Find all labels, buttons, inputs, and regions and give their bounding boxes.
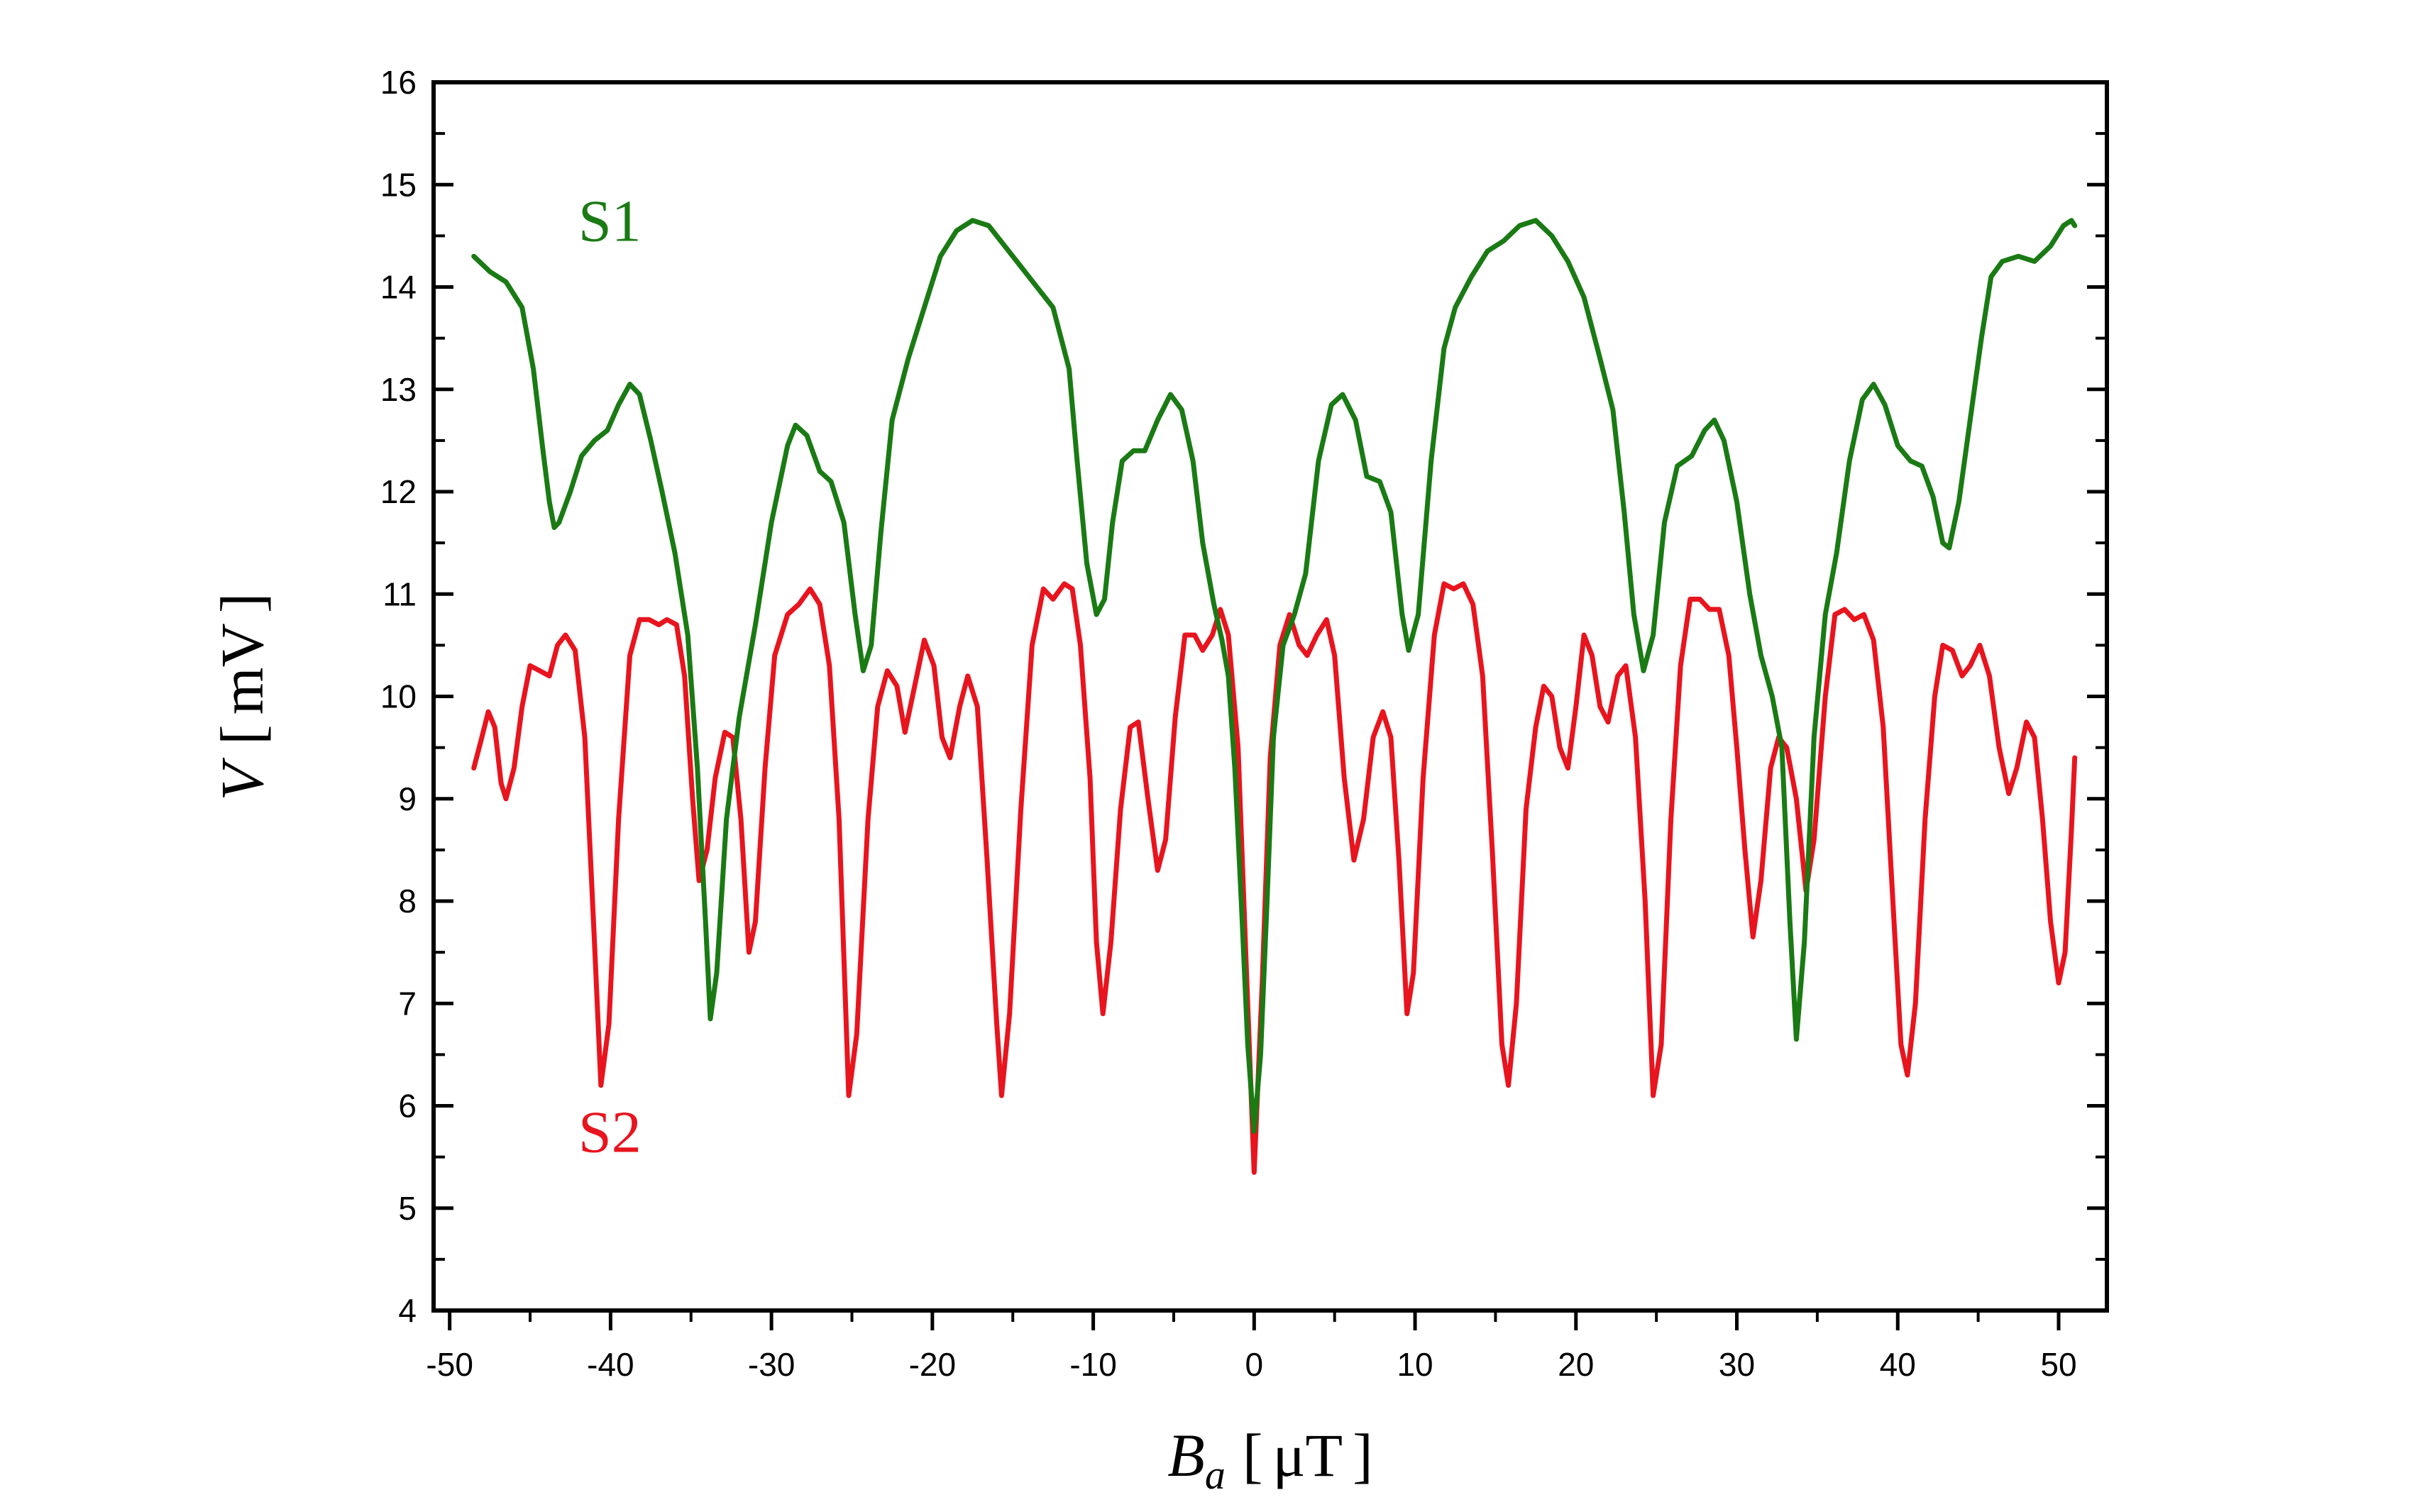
x-tick-label: -10 [1069,1346,1116,1383]
y-axis-unit: mV [208,623,276,714]
x-axis-title: Ba [μT] [1167,1421,1372,1498]
series-label-s2: S2 [578,1099,642,1165]
x-tick-label: 30 [1719,1346,1755,1383]
y-tick-label: 10 [380,678,417,715]
x-axis-ticks: -50 -40 -30 -20 -10 0 10 20 30 40 50 [426,1310,2077,1383]
x-tick-label: -50 [426,1346,473,1383]
y-tick-label: 6 [398,1088,417,1125]
x-axis-symbol: B [1167,1421,1205,1489]
x-axis-unit: μT [1272,1421,1343,1489]
y-axis-ticks: 4 5 6 7 8 9 10 11 12 13 14 15 16 [380,64,2107,1329]
y-axis-bracket-open: [ [208,724,276,745]
series-line-s2 [471,581,2078,1175]
x-tick-label: 0 [1245,1346,1264,1383]
series-lines [471,218,2078,1175]
x-tick-label: -40 [587,1346,634,1383]
series-label-s1: S1 [578,189,642,255]
x-tick-label: -20 [909,1346,956,1383]
x-tick-label: 50 [2040,1346,2076,1383]
y-tick-label: 11 [382,575,417,612]
y-tick-label: 13 [380,371,417,408]
y-tick-label: 5 [398,1190,417,1227]
x-tick-label: 20 [1558,1346,1594,1383]
y-axis-title: V [ mV] [208,593,276,801]
x-tick-label: 10 [1397,1346,1433,1383]
y-tick-label: 8 [398,883,417,920]
y-tick-label: 16 [380,64,417,101]
y-axis-symbol: V [208,757,276,800]
x-tick-label: -30 [748,1346,795,1383]
y-axis-bracket-close: ] [208,593,276,614]
x-tick-label: 40 [1880,1346,1916,1383]
y-tick-label: 12 [380,473,417,510]
y-tick-label: 14 [380,269,417,306]
y-tick-label: 15 [380,166,417,203]
series-line-s1 [471,218,2078,1135]
x-axis-bracket-close: ] [1353,1421,1373,1489]
x-axis-bracket-open: [ [1243,1421,1263,1489]
x-axis-subscript: a [1205,1452,1226,1498]
y-tick-label: 9 [398,780,417,817]
y-tick-label: 7 [398,985,417,1022]
y-tick-label: 4 [398,1292,417,1329]
